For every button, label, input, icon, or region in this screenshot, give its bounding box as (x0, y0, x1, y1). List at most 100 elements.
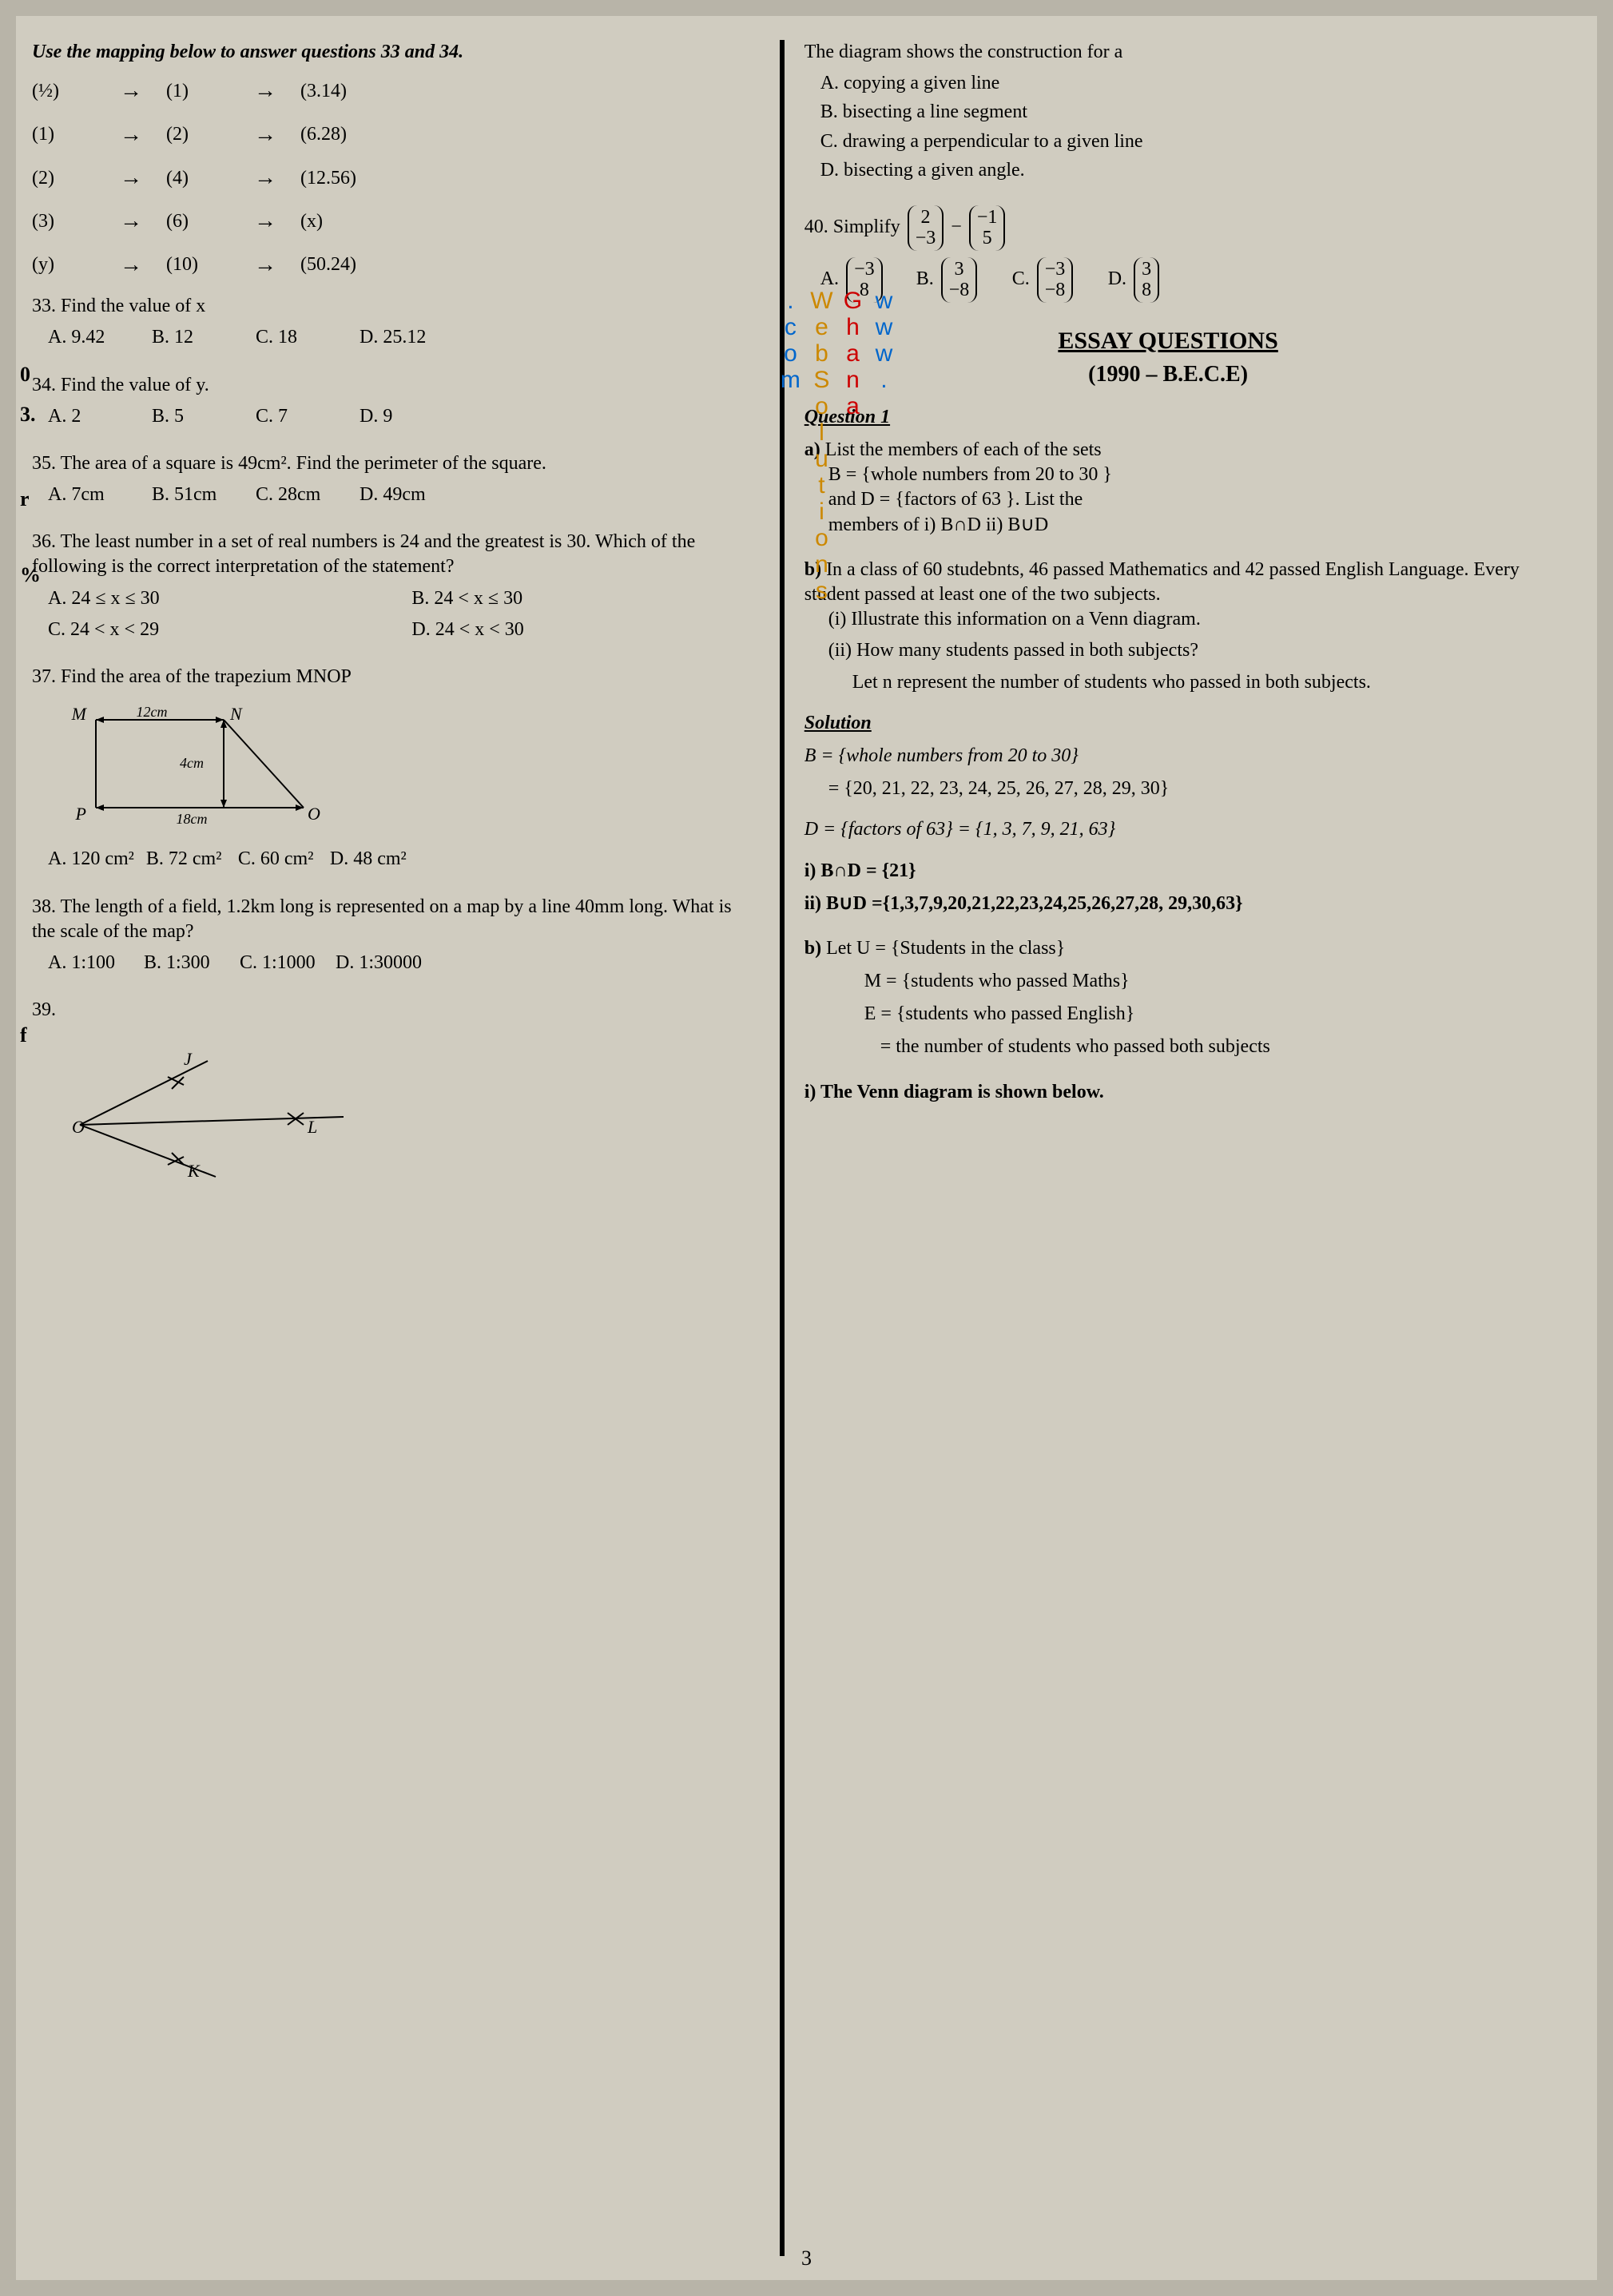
option-c: C. −3 −8 (1012, 257, 1092, 303)
matrix-top: −3 (1045, 259, 1066, 280)
solution-line: i) B∩D = {21} (805, 859, 1532, 884)
option-b: B. 12 (152, 325, 232, 350)
q1a-line: a) List the members of each of the sets (805, 438, 1532, 463)
mapping-row: (½) → (1) → (3.14) (32, 77, 760, 105)
options: A. 2 B. 5 C. 7 D. 9 (48, 404, 760, 429)
arrow-icon: → (254, 121, 276, 149)
opt-label: A. (820, 268, 839, 289)
matrix: 2 −3 (908, 205, 944, 251)
sol-venn-text: i) The Venn diagram is shown below. (805, 1082, 1104, 1102)
q1b-prefix: b) (805, 559, 821, 580)
mapping-row: (y) → (10) → (50.24) (32, 251, 760, 280)
q1b-note: Let n represent the number of students w… (852, 670, 1532, 695)
svg-text:12cm: 12cm (137, 704, 168, 720)
svg-text:N: N (229, 704, 243, 724)
question-text: The diagram shows the construction for a (805, 40, 1532, 65)
matrix-top: −3 (854, 259, 875, 280)
page-number: 3 (801, 2245, 812, 2272)
option-c: C. 7 (256, 404, 336, 429)
svg-text:L: L (307, 1117, 317, 1137)
matrix-top: 3 (1142, 259, 1151, 280)
map-cell: (6) (166, 209, 230, 234)
angle-bisector-diagram: O J K L (64, 1037, 367, 1181)
arrow-icon: → (120, 251, 142, 280)
q1b-sub-i: (i) Illustrate this information on a Ven… (828, 607, 1532, 632)
option-c: C. 24 < x < 29 (48, 618, 395, 642)
svg-text:O: O (308, 804, 320, 824)
arrow-icon: → (120, 207, 142, 236)
sol-b-u: Let U = {Students in the class} (826, 938, 1065, 959)
matrix-bot: −8 (949, 280, 970, 300)
essay-q1b: b) In a class of 60 studebnts, 46 passed… (805, 558, 1532, 695)
question-text: 38. The length of a field, 1.2km long is… (32, 895, 760, 944)
option-a: A. 1:100 (48, 951, 128, 975)
option-a: A. 9.42 (48, 325, 128, 350)
option-b: B. 72 cm² (146, 847, 226, 872)
option-c: C. 1:1000 (240, 951, 320, 975)
option-a: A. −3 8 (820, 257, 900, 303)
q1a-line: B = {whole numbers from 20 to 30 } (828, 463, 1532, 487)
essay-q1-label: Question 1 (805, 405, 1532, 430)
sol-d-def: D = {factors of 63} = {1, 3, 7, 9, 21, 6… (805, 819, 1115, 840)
column-divider (780, 40, 785, 2256)
map-cell: (12.56) (300, 166, 364, 191)
svg-text:J: J (184, 1049, 193, 1069)
arrow-icon: → (254, 164, 276, 193)
sol-b-prefix: b) (805, 938, 821, 959)
option-b: B. 5 (152, 404, 232, 429)
margin-note: r (20, 486, 30, 513)
options: A. 1:100 B. 1:300 C. 1:1000 D. 1:30000 (48, 951, 760, 975)
mapping-row: (3) → (6) → (x) (32, 207, 760, 236)
mapping-row: (2) → (4) → (12.56) (32, 164, 760, 193)
options: A. 9.42 B. 12 C. 18 D. 25.12 (48, 325, 760, 350)
question-37: 37. Find the area of the trapezium MNOP … (32, 665, 760, 872)
arrow-icon: → (254, 251, 276, 280)
essay-subtitle: (1990 – B.E.C.E) (805, 360, 1532, 389)
left-column: Use the mapping below to answer question… (32, 40, 776, 2256)
option-d: D. 24 < x < 30 (411, 618, 759, 642)
matrix: −1 5 (969, 205, 1006, 251)
option-c: C. 28cm (256, 483, 336, 507)
matrix-bot: 5 (983, 228, 992, 248)
q1a-line: and D = {factors of 63 }. List the (828, 487, 1532, 512)
question-35: 35. The area of a square is 49cm². Find … (32, 451, 760, 507)
map-cell: (1) (166, 79, 230, 104)
question-text: 37. Find the area of the trapezium MNOP (32, 665, 760, 689)
mapping-table: (½) → (1) → (3.14) (1) → (2) → (6.28) (2… (32, 77, 760, 280)
solution-line: ii) B∪D ={1,3,7,9,20,21,22,23,24,25,26,2… (805, 892, 1532, 916)
mapping-row: (1) → (2) → (6.28) (32, 121, 760, 149)
opt-label: D. (1108, 268, 1126, 289)
arrow-icon: → (120, 164, 142, 193)
sol-union: ii) B∪D ={1,3,7,9,20,21,22,23,24,25,26,2… (805, 893, 1243, 914)
option-b: B. 24 < x ≤ 30 (411, 586, 759, 611)
map-cell: (2) (32, 166, 96, 191)
map-cell: (3.14) (300, 79, 364, 104)
matrix-top: 3 (955, 259, 964, 280)
options: A. 24 ≤ x ≤ 30 B. 24 < x ≤ 30 C. 24 < x … (48, 586, 760, 642)
question-33: 33. Find the value of x A. 9.42 B. 12 C.… (32, 294, 760, 350)
option-a: A. copying a given line (820, 71, 1532, 96)
trapezium-diagram: M N P O 12cm 4cm 18cm (64, 704, 336, 832)
option-b: B. 51cm (152, 483, 232, 507)
arrow-icon: → (254, 77, 276, 105)
margin-note: f (20, 1022, 27, 1049)
matrix-bot: −3 (916, 228, 936, 248)
svg-text:P: P (75, 804, 86, 824)
options: A. 120 cm² B. 72 cm² C. 60 cm² D. 48 cm² (48, 847, 760, 872)
map-cell: (6.28) (300, 122, 364, 147)
arrow-icon: → (120, 77, 142, 105)
option-a: A. 2 (48, 404, 128, 429)
mapping-instruction: Use the mapping below to answer question… (32, 40, 760, 65)
essay-q1a: a) List the members of each of the sets … (805, 438, 1532, 538)
arrow-icon: → (120, 121, 142, 149)
q1a-text: List the members of each of the sets (825, 439, 1102, 460)
sol-b-e: E = {students who passed English} (864, 1002, 1532, 1027)
question-text: 35. The area of a square is 49cm². Find … (32, 451, 760, 476)
arrow-icon: → (254, 207, 276, 236)
option-c: C. 60 cm² (238, 847, 318, 872)
map-cell: (10) (166, 252, 230, 277)
option-b: B. 1:300 (144, 951, 224, 975)
solution-label: Solution (805, 711, 1532, 736)
map-cell: (x) (300, 209, 364, 234)
solution-line: = {20, 21, 22, 23, 24, 25, 26, 27, 28, 2… (828, 777, 1532, 801)
